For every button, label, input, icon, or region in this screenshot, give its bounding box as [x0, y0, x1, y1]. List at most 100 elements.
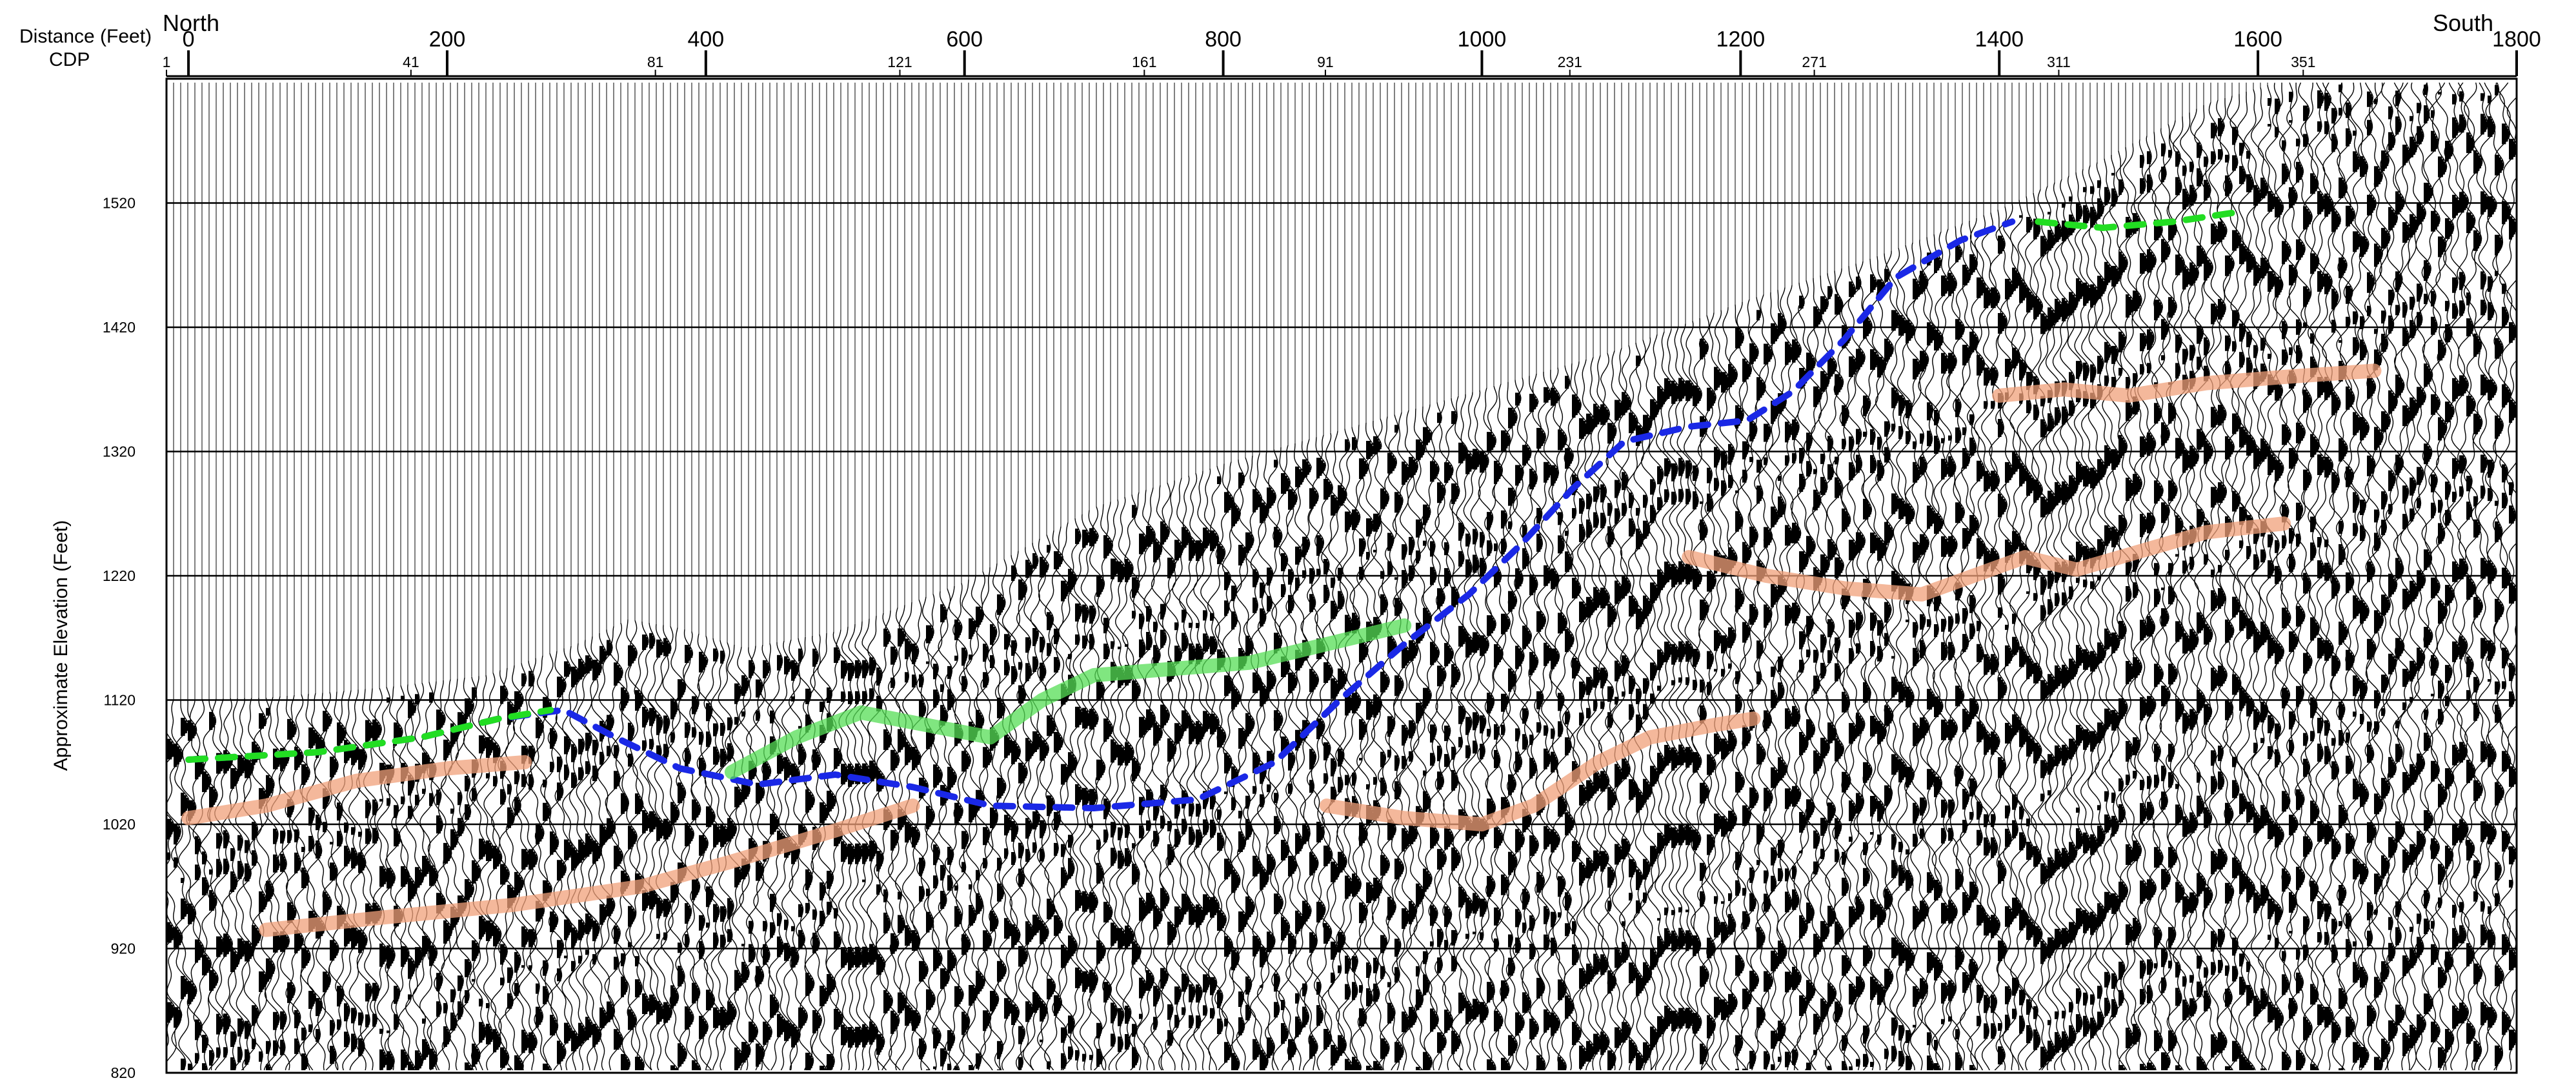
- wiggle-fill: [2168, 150, 2178, 1051]
- wiggle-fill: [387, 697, 396, 1070]
- seismic-wiggle: [2030, 189, 2051, 1070]
- seismic-wiggle: [873, 613, 894, 1070]
- seismic-wiggle: [1569, 361, 1589, 1070]
- wiggle-fill: [514, 691, 524, 1070]
- wiggle-fill: [280, 747, 290, 1055]
- wiggle-fill: [1132, 505, 1142, 1068]
- wiggle-fill: [1416, 439, 1425, 1070]
- wiggle-fill: [245, 757, 254, 1065]
- seismic-wiggle: [2420, 83, 2441, 1070]
- seismic-wiggle: [867, 616, 887, 1070]
- seismic-wiggle: [1172, 478, 1192, 1070]
- seismic-wiggle: [539, 653, 559, 1070]
- wiggle-fill: [1267, 487, 1276, 1059]
- wiggle-fill: [1877, 279, 1887, 1005]
- seismic-wiggle: [1079, 510, 1100, 1070]
- wiggle-fill: [2005, 278, 2015, 1030]
- seismic-wiggle: [1732, 301, 1753, 1070]
- cdp-tick-label: 271: [1802, 54, 1826, 70]
- seismic-wiggle: [363, 688, 383, 1070]
- wiggle-fill: [770, 710, 780, 1018]
- seismic-wiggle: [596, 629, 616, 1070]
- distance-tick-label: 1000: [1458, 27, 1507, 52]
- wiggle-fill: [2509, 139, 2517, 1051]
- wiggle-fill: [266, 707, 275, 1070]
- seismic-wiggle: [2335, 83, 2356, 1070]
- wiggle-fill: [791, 660, 801, 1048]
- wiggle-fill: [1018, 579, 1028, 1070]
- cdp-ticks: 1 41 81 121 161 91 231 271 311 351: [163, 54, 2315, 76]
- wiggle-fill: [734, 683, 743, 1070]
- seismic-wiggle: [2215, 97, 2235, 1070]
- wiggle-fill: [301, 764, 310, 1070]
- seismic-wiggle: [2051, 179, 2072, 1070]
- seismic-wiggle: [1945, 226, 1966, 1070]
- seismic-wiggle: [1292, 441, 1312, 1070]
- orange-reflector-5: [1992, 363, 2382, 403]
- wiggle-fill: [365, 720, 375, 1028]
- elevation-tick-label: 1220: [103, 567, 136, 584]
- wiggle-fill: [741, 675, 750, 1063]
- seismic-wiggle: [1263, 449, 1283, 1070]
- seismic-wiggle: [1384, 414, 1405, 1070]
- wiggle-fill: [1771, 323, 1780, 1070]
- wiggle-fill: [905, 638, 914, 1026]
- seismic-wiggle: [767, 642, 787, 1070]
- seismic-wiggle: [2016, 196, 2037, 1070]
- seismic-wiggle: [2151, 128, 2171, 1070]
- wiggle-fill: [2048, 212, 2057, 1062]
- seismic-wiggle: [1626, 342, 1646, 1070]
- wiggle-fill: [1146, 526, 1156, 991]
- wiggle-fill: [1778, 313, 1787, 1062]
- wiggle-fill: [521, 673, 530, 1053]
- seismic-wiggle: [1299, 439, 1320, 1070]
- wiggle-fill: [1387, 452, 1397, 1024]
- seismic-wiggle: [1980, 212, 2001, 1070]
- wiggle-fill: [1913, 278, 1922, 1028]
- wiggle-fill: [1813, 306, 1823, 1055]
- wiggle-fill: [2062, 202, 2071, 1052]
- seismic-wiggle: [1987, 209, 2008, 1070]
- wiggle-fill: [1004, 634, 1014, 1019]
- elevation-tick-label: 1020: [103, 816, 136, 833]
- elevation-ticks: 1520 1420 1320 1220 1120 1020 920 820: [103, 195, 136, 1082]
- wiggle-fill: [2282, 140, 2291, 1070]
- wiggle-fill: [1742, 358, 1752, 1070]
- wiggle-fill: [465, 698, 474, 1070]
- wiggle-fill: [2040, 236, 2050, 1068]
- wiggle-fill: [1898, 315, 1908, 1067]
- wiggle-fill: [1820, 296, 1830, 1022]
- seismic-wiggle: [412, 682, 432, 1070]
- wiggle-fill: [2126, 217, 2135, 1048]
- wiggle-fill: [2147, 151, 2157, 1070]
- wiggle-fill: [1643, 414, 1653, 1063]
- seismic-wiggle: [817, 633, 837, 1070]
- wiggle-fill: [2083, 187, 2093, 1037]
- wiggle-fill: [2516, 84, 2517, 1066]
- seismic-wiggle: [2165, 120, 2185, 1070]
- north-direction-label: North: [163, 10, 219, 36]
- seismic-wiggle: [1959, 220, 1979, 1070]
- wiggle-fill: [1984, 287, 1993, 1039]
- seismic-wiggle: [2137, 136, 2157, 1070]
- wiggle-fill: [166, 738, 176, 1023]
- seismic-wiggle: [1796, 280, 1816, 1070]
- wiggle-fill: [2253, 185, 2263, 1017]
- wiggle-fill: [827, 687, 836, 1070]
- wiggle-fill: [2410, 116, 2419, 1048]
- seismic-wiggle: [2002, 203, 2022, 1070]
- elevation-tick-label: 1320: [103, 443, 136, 460]
- wiggle-fill: [919, 674, 929, 1059]
- wiggle-fill: [2438, 92, 2448, 1068]
- wiggle-fill: [1849, 281, 1858, 1070]
- wiggle-fill: [1025, 560, 1035, 1022]
- seismic-traces: [166, 83, 2517, 1070]
- seismic-wiggle: [483, 673, 503, 1070]
- seismic-wiggle: [1086, 506, 1107, 1070]
- seismic-wiggle: [2456, 83, 2477, 1070]
- wiggle-fill: [1231, 503, 1241, 1070]
- wiggle-fill: [216, 753, 226, 1058]
- seismic-wiggle: [1186, 472, 1206, 1070]
- wiggle-fill: [230, 768, 240, 1070]
- wiggle-fill: [2452, 94, 2462, 1029]
